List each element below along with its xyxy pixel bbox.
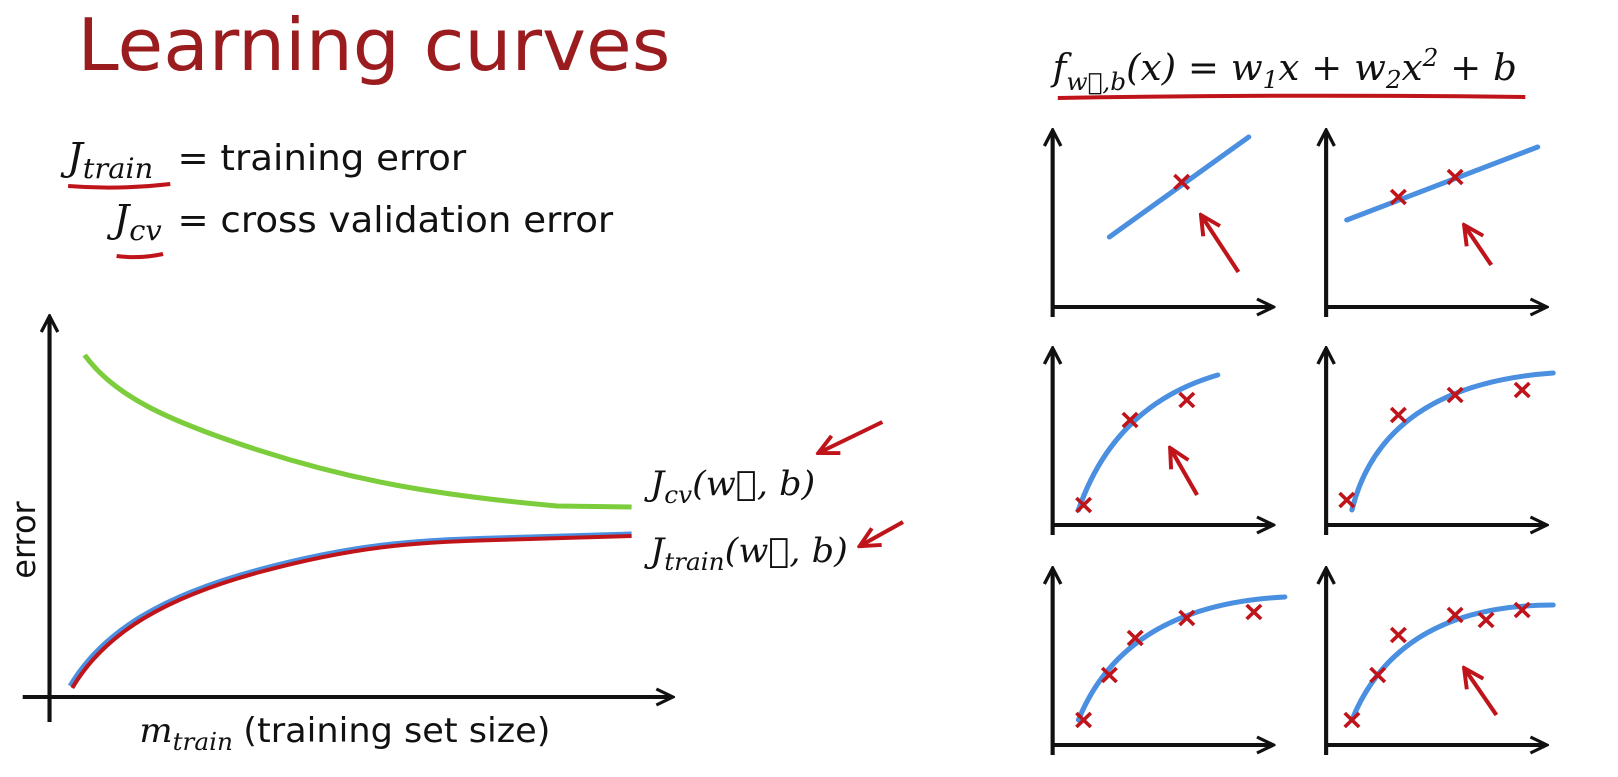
formula: fw⃗,b(x) = w1x + w2x2 + b <box>1050 43 1517 96</box>
data-point <box>1513 381 1531 399</box>
symbol: m <box>139 711 172 750</box>
data-point <box>1389 626 1407 644</box>
pointer-arrow <box>1202 217 1241 274</box>
data-point <box>1389 188 1407 206</box>
underline <box>67 182 171 190</box>
formula-part: + b <box>1438 47 1517 89</box>
fit-curve <box>1349 370 1556 513</box>
definition-text: = training error <box>178 137 468 179</box>
formula-part: (x) = w <box>1126 47 1262 89</box>
train-curve <box>70 534 632 689</box>
fit-panels <box>1053 132 1556 755</box>
formula-part: w⃗,b <box>1066 67 1126 96</box>
data-point <box>1075 711 1093 729</box>
pointer-arrow <box>1465 227 1493 267</box>
data-point <box>1178 391 1196 409</box>
data-point <box>1338 491 1356 509</box>
args: (w⃗, b) <box>692 464 815 503</box>
formula-part: f <box>1050 47 1072 89</box>
formula-part: 2 <box>1422 43 1439 72</box>
data-point <box>1245 603 1263 621</box>
pointer-arrow <box>1171 450 1199 496</box>
fit-curve <box>1349 602 1556 723</box>
subscript: train <box>83 152 153 184</box>
data-point <box>1477 611 1495 629</box>
fit-panel <box>1053 132 1272 317</box>
pointer-arrow <box>1465 670 1499 717</box>
slide-title: Learning curves <box>77 4 670 88</box>
fit-panel <box>1326 132 1545 317</box>
cv-curve <box>82 353 632 510</box>
args: (w⃗, b) <box>725 531 848 570</box>
fit-panel <box>1326 350 1556 535</box>
data-point <box>1513 601 1531 619</box>
fit-curve <box>1075 594 1288 723</box>
subscript: train <box>664 547 724 576</box>
data-point <box>1178 609 1196 627</box>
content: Learning curves Jtrain = training error … <box>5 4 1556 756</box>
fit-panel <box>1053 570 1288 755</box>
fit-curve <box>1075 372 1221 513</box>
definition-symbol: Jcv <box>106 198 161 247</box>
curve-label: Jtrain(w⃗, b) <box>644 531 848 575</box>
symbol: J <box>60 136 85 180</box>
pointer-arrow <box>820 420 884 452</box>
underline <box>1057 93 1526 100</box>
fit-curve <box>1344 144 1541 223</box>
fit-panel <box>1326 570 1556 755</box>
subscript: cv <box>664 480 692 509</box>
symbol: J <box>106 198 131 242</box>
train-curve-blue <box>67 531 632 688</box>
data-point <box>1343 711 1361 729</box>
data-point <box>1446 606 1464 624</box>
fit-panel <box>1053 350 1272 535</box>
definition-symbol: Jtrain <box>60 136 153 185</box>
symbol: J <box>644 531 666 570</box>
data-point <box>1075 496 1093 514</box>
data-point <box>1389 406 1407 424</box>
x-axis-label: mtrain (training set size) <box>139 711 550 755</box>
underline <box>116 252 164 260</box>
data-point <box>1126 629 1144 647</box>
formula-part: 1 <box>1263 65 1279 94</box>
data-point <box>1121 411 1139 429</box>
data-point <box>1446 386 1464 404</box>
subscript: cv <box>129 214 161 246</box>
data-point <box>1369 666 1387 684</box>
curve-label: Jcv(w⃗, b) <box>644 464 815 508</box>
y-axis-label: error <box>5 501 44 579</box>
formula-part: x + w <box>1278 47 1385 89</box>
text: (training set size) <box>243 711 550 750</box>
formula-part: 2 <box>1385 65 1402 94</box>
definition-text: = cross validation error <box>178 199 615 241</box>
formula-part: x <box>1402 47 1423 89</box>
data-point <box>1446 168 1464 186</box>
symbol: J <box>644 464 666 503</box>
data-point <box>1173 173 1191 191</box>
data-point <box>1100 666 1118 684</box>
fit-curve <box>1106 134 1252 240</box>
subscript: train <box>173 727 233 756</box>
pointer-arrow <box>862 520 905 545</box>
